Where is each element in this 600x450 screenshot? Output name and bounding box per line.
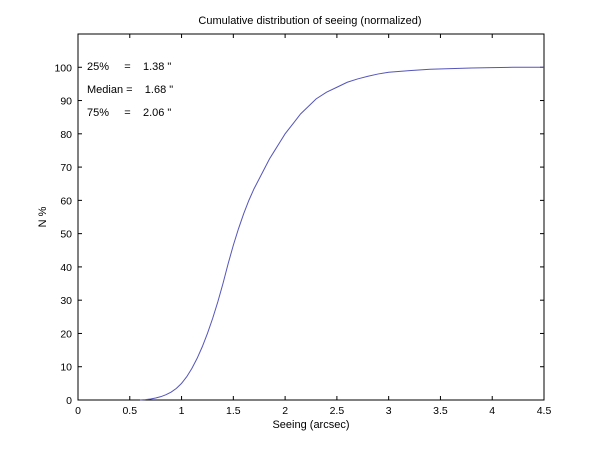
x-axis-ticks: 0 0.5 1 1.5 2 2.5 3 3.5 4 4.5 (75, 34, 551, 417)
y-tick-label: 80 (60, 129, 72, 141)
annotation-25-percent: 25% = 1.38 " (87, 61, 171, 73)
y-tick-label: 20 (60, 328, 72, 340)
x-tick-label: 0.5 (122, 405, 137, 417)
y-tick-label: 30 (60, 295, 72, 307)
x-tick-label: 2.5 (330, 405, 345, 417)
y-tick-label: 50 (60, 229, 72, 241)
y-tick-label: 40 (60, 262, 72, 274)
chart-title: Cumulative distribution of seeing (norma… (198, 15, 421, 27)
y-axis-label: N % (37, 206, 49, 227)
plot-area-frame (77, 33, 545, 401)
x-tick-label: 4.5 (537, 405, 552, 417)
y-tick-label: 0 (66, 395, 72, 407)
x-tick-label: 3 (386, 405, 392, 417)
x-tick-label: 2 (282, 405, 288, 417)
y-tick-label: 10 (60, 362, 72, 374)
y-axis-ticks: 0 10 20 30 40 50 60 70 80 90 100 (54, 62, 544, 407)
annotation-75-percent: 75% = 2.06 " (87, 107, 171, 119)
annotation-median: Median = 1.68 " (87, 84, 173, 96)
series-line-cumulative (140, 66, 544, 401)
x-tick-label: 3.5 (433, 405, 448, 417)
x-tick-label: 1.5 (226, 405, 241, 417)
x-tick-label: 4 (489, 405, 495, 417)
x-axis-label: Seeing (arcsec) (272, 419, 349, 431)
y-tick-label: 60 (60, 195, 72, 207)
y-tick-label: 100 (54, 62, 72, 74)
x-tick-label: 1 (179, 405, 185, 417)
y-tick-label: 70 (60, 162, 72, 174)
x-tick-label: 0 (75, 405, 81, 417)
y-tick-label: 90 (60, 96, 72, 108)
